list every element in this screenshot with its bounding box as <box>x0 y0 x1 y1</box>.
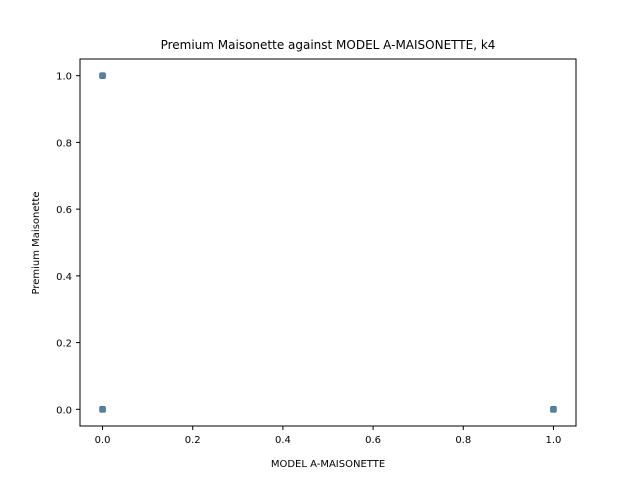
x-tick-label: 0.4 <box>275 435 291 446</box>
x-tick-label: 1.0 <box>546 435 562 446</box>
x-axis-label: MODEL A-MAISONETTE <box>271 459 385 470</box>
x-tick-label: 0.6 <box>365 435 381 446</box>
plot-area: 0.0 0.2 0.4 0.6 0.8 1.0 0.0 0.2 0.4 0.6 0.8 1.0 <box>56 58 577 446</box>
y-tick-label: 0.4 <box>56 272 72 283</box>
data-point <box>99 72 106 79</box>
x-tick-label: 0.2 <box>185 435 201 446</box>
data-point <box>99 406 106 413</box>
y-tick-label: 0.0 <box>56 405 72 416</box>
y-tick-label: 0.2 <box>56 339 72 350</box>
data-point <box>550 406 557 413</box>
x-tick-label: 0.8 <box>455 435 471 446</box>
y-tick-label: 0.6 <box>56 205 72 216</box>
y-tick-label: 0.8 <box>56 138 72 149</box>
y-axis-label: Premium Maisonette <box>31 191 42 294</box>
y-tick-label: 1.0 <box>56 72 72 83</box>
chart-title: Premium Maisonette against MODEL A-MAISO… <box>161 38 496 52</box>
axes-frame <box>79 58 577 427</box>
x-tick-label: 0.0 <box>95 435 111 446</box>
